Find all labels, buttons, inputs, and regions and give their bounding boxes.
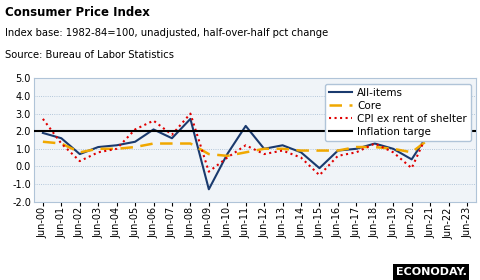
Text: Index base: 1982-84=100, unadjusted, half-over-half pct change: Index base: 1982-84=100, unadjusted, hal… — [5, 28, 327, 38]
Text: Consumer Price Index: Consumer Price Index — [5, 6, 149, 18]
Legend: All-items, Core, CPI ex rent of shelter, Inflation targe: All-items, Core, CPI ex rent of shelter,… — [324, 84, 470, 141]
Text: Source: Bureau of Labor Statistics: Source: Bureau of Labor Statistics — [5, 50, 173, 60]
Text: ECONODAY.: ECONODAY. — [395, 267, 466, 277]
